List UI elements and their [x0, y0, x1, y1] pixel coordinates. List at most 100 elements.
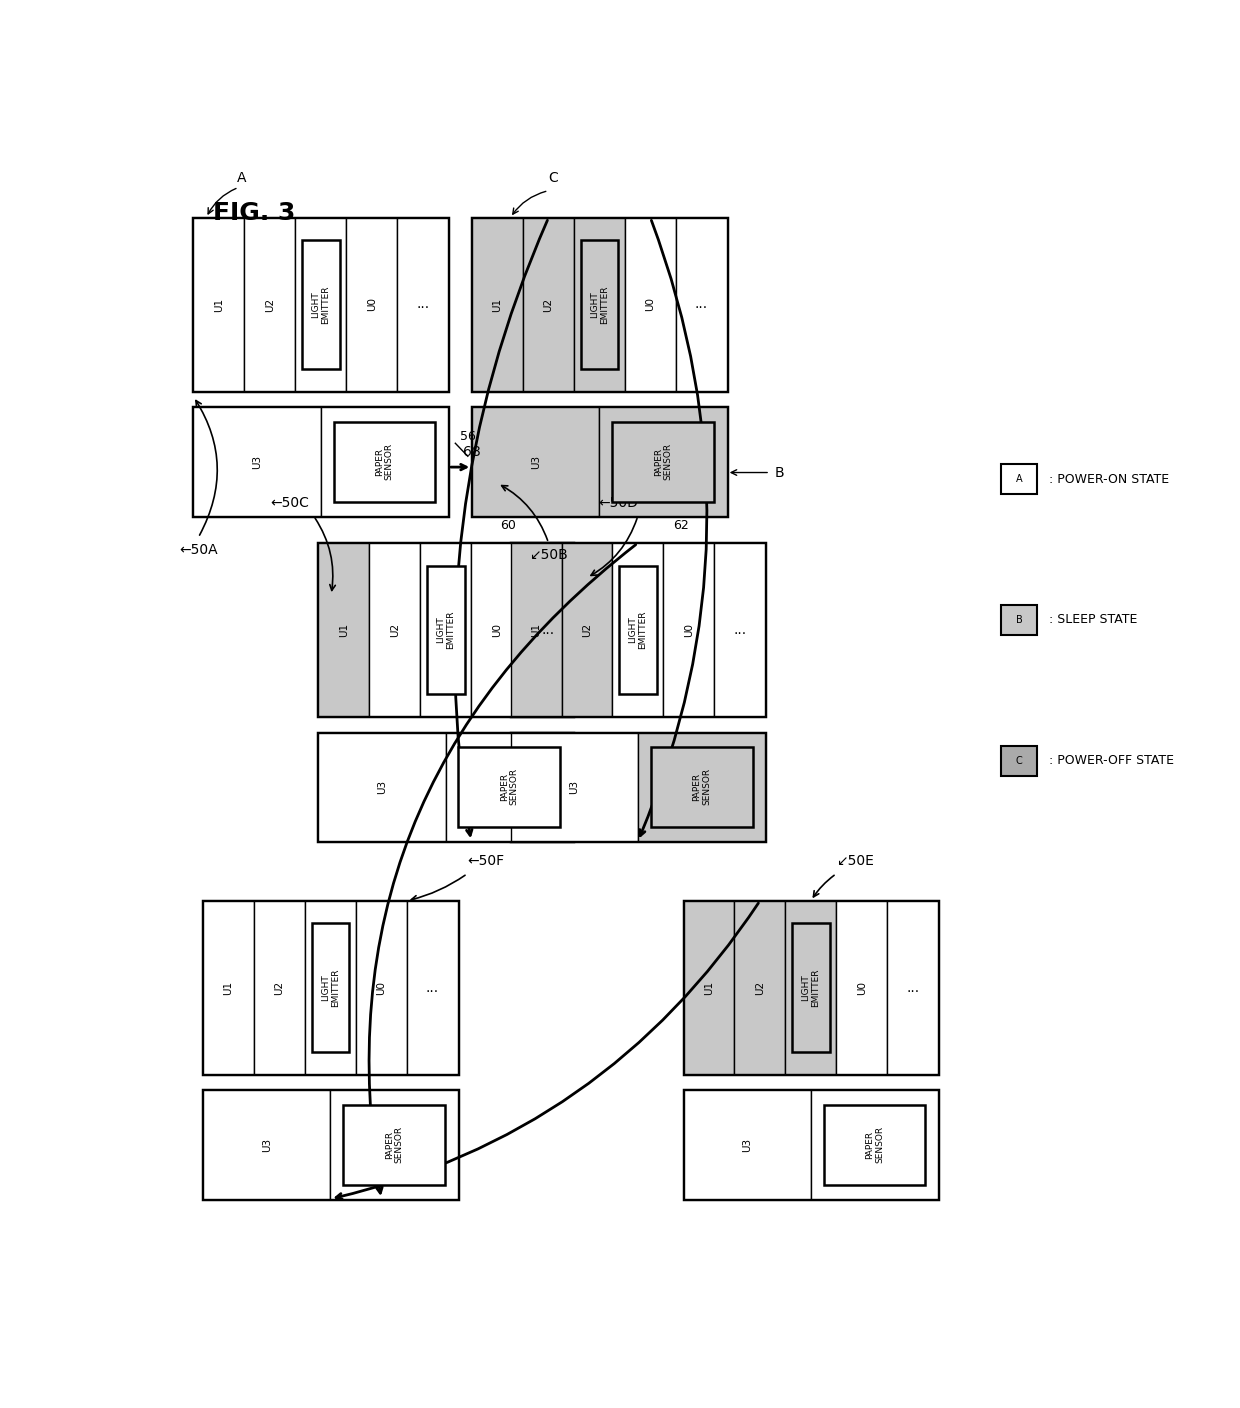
Bar [785, 901, 836, 1074]
Bar [319, 732, 445, 841]
Text: LIGHT
EMITTER: LIGHT EMITTER [321, 969, 340, 1007]
Text: U1: U1 [704, 980, 714, 994]
Bar [254, 901, 305, 1074]
Text: U3: U3 [377, 780, 387, 794]
Bar [511, 732, 637, 841]
Text: C: C [1016, 756, 1022, 766]
Text: 62: 62 [673, 520, 688, 532]
Bar [888, 901, 939, 1074]
Bar [714, 543, 765, 717]
Text: ↙50E: ↙50E [836, 855, 874, 869]
Text: 68: 68 [464, 445, 481, 459]
Bar [472, 218, 523, 391]
Text: U1: U1 [339, 622, 348, 636]
Bar [472, 218, 727, 391]
Text: ...: ... [906, 980, 919, 994]
Bar [683, 1090, 939, 1200]
Bar [471, 543, 522, 717]
Bar [625, 218, 676, 391]
Bar [472, 407, 727, 515]
Bar [334, 421, 435, 501]
Text: LIGHT
EMITTER: LIGHT EMITTER [801, 969, 820, 1007]
Text: U2: U2 [265, 297, 275, 311]
Bar [580, 241, 619, 369]
Text: U3: U3 [252, 455, 262, 469]
Text: U3: U3 [531, 455, 541, 469]
Bar [203, 1090, 330, 1200]
Text: U0: U0 [683, 622, 694, 636]
Bar [445, 732, 573, 841]
Bar [511, 732, 765, 841]
Bar [683, 1090, 811, 1200]
Bar [407, 901, 458, 1074]
Bar [311, 924, 350, 1052]
Text: ↙50B: ↙50B [529, 549, 568, 562]
Bar [330, 1090, 458, 1200]
Text: LIGHT
EMITTER: LIGHT EMITTER [436, 611, 455, 649]
Bar [319, 543, 573, 717]
Text: A: A [237, 172, 247, 186]
Bar [836, 901, 888, 1074]
Text: : POWER-OFF STATE: : POWER-OFF STATE [1049, 755, 1174, 767]
Bar [305, 901, 356, 1074]
Bar [319, 543, 370, 717]
Bar [356, 901, 407, 1074]
Bar [734, 901, 785, 1074]
Text: LIGHT
EMITTER: LIGHT EMITTER [311, 286, 330, 324]
Bar [574, 218, 625, 391]
Bar [472, 407, 599, 515]
Text: A: A [1016, 474, 1022, 484]
Text: ...: ... [694, 297, 708, 311]
Bar [193, 218, 448, 391]
Text: 60: 60 [501, 520, 516, 532]
Text: PAPER
SENSOR: PAPER SENSOR [866, 1126, 884, 1163]
Bar [511, 543, 562, 717]
Bar [523, 218, 574, 391]
Bar [203, 1090, 458, 1200]
Bar [613, 543, 663, 717]
Bar [295, 218, 346, 391]
Bar [619, 566, 657, 694]
Text: ...: ... [425, 980, 439, 994]
Text: U2: U2 [582, 622, 591, 636]
Bar [370, 543, 420, 717]
Bar [203, 901, 254, 1074]
Bar [321, 407, 448, 515]
Text: 56: 56 [460, 429, 476, 444]
Text: U0: U0 [491, 622, 502, 636]
Bar [459, 746, 560, 826]
Text: ←50C: ←50C [270, 497, 309, 511]
Bar [511, 543, 765, 717]
Bar [683, 901, 939, 1074]
Text: PAPER
SENSOR: PAPER SENSOR [500, 769, 518, 805]
Text: U2: U2 [543, 297, 553, 311]
Text: ←50A: ←50A [179, 543, 218, 558]
Text: U3: U3 [743, 1138, 753, 1152]
Bar [193, 407, 448, 515]
Text: U1: U1 [492, 297, 502, 311]
Bar [823, 1105, 925, 1184]
Bar [319, 732, 573, 841]
Text: U3: U3 [569, 780, 579, 794]
Text: C: C [548, 172, 558, 186]
Text: U1: U1 [531, 622, 541, 636]
Bar [522, 543, 573, 717]
Text: U0: U0 [645, 297, 656, 311]
Bar [651, 746, 753, 826]
Text: U2: U2 [755, 980, 765, 994]
Text: PAPER
SENSOR: PAPER SENSOR [374, 444, 394, 480]
Bar [343, 1105, 445, 1184]
Bar [683, 901, 734, 1074]
Bar [301, 241, 340, 369]
Text: U0: U0 [857, 980, 867, 994]
Text: U2: U2 [389, 622, 399, 636]
Bar [193, 218, 244, 391]
Bar [599, 407, 727, 515]
Text: B: B [1016, 615, 1022, 625]
Text: ←50F: ←50F [467, 855, 505, 869]
Bar [427, 566, 465, 694]
Text: PAPER
SENSOR: PAPER SENSOR [692, 769, 711, 805]
Text: ...: ... [541, 622, 554, 636]
Bar [346, 218, 397, 391]
Bar [420, 543, 471, 717]
